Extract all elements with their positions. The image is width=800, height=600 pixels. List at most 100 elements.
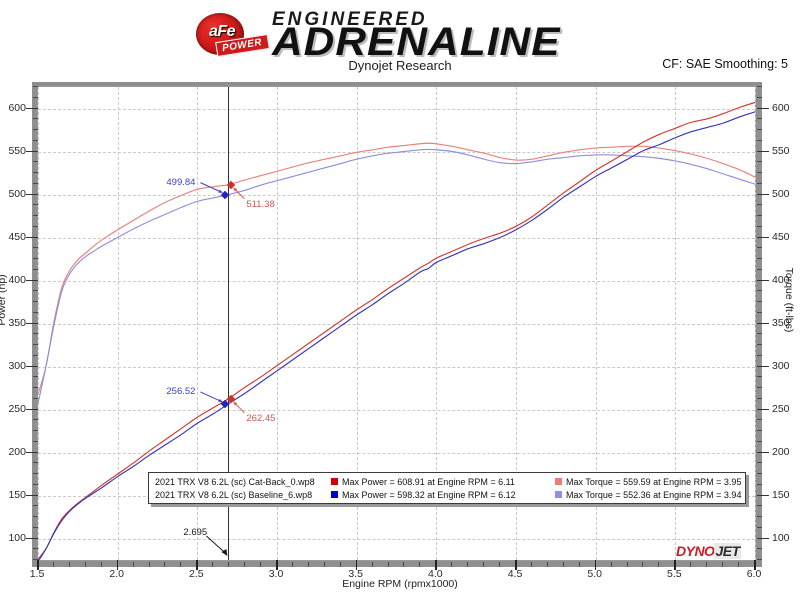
y-axis-tick-label-left: 350 [8, 316, 26, 329]
gridline-horizontal [38, 409, 755, 411]
y-minor-tick-left [33, 505, 38, 507]
y-major-tick-left [26, 193, 38, 195]
y-minor-tick-left [33, 215, 38, 216]
y-axis-tick-label-left: 600 [8, 101, 26, 114]
axis-bar-right [756, 82, 762, 566]
legend-torque-swatch [555, 491, 562, 498]
x-axis-tick-label: 4.5 [507, 568, 523, 580]
y-minor-tick-right [757, 268, 762, 270]
y-axis-tick-label-right: 600 [772, 101, 790, 114]
subtitle-dynojet-research: Dynojet Research [348, 58, 452, 73]
x-minor-tick [483, 562, 485, 567]
x-minor-tick [52, 562, 54, 567]
x-axis-tick-label: 3.0 [268, 568, 284, 580]
x-minor-tick [371, 562, 373, 567]
y-minor-tick-left [33, 204, 38, 206]
y-minor-tick-right [757, 559, 762, 560]
y-minor-tick-left [33, 516, 38, 517]
cursor-rpm-label: 2.695 [183, 527, 208, 538]
cursor-readout-label: 499.84 [166, 176, 196, 188]
axis-bar-left [32, 82, 38, 566]
y-major-tick-left [26, 107, 38, 109]
y-minor-tick-right [757, 129, 762, 130]
y-minor-tick-right [757, 473, 762, 474]
y-minor-tick-right [757, 354, 762, 356]
title-engineered: ENGINEERED [272, 9, 428, 30]
x-major-tick [515, 560, 517, 570]
cursor-line[interactable] [228, 87, 230, 560]
x-minor-tick [164, 562, 166, 567]
y-minor-tick-right [757, 86, 762, 87]
y-axis-tick-label-right: 150 [772, 488, 790, 501]
y-major-tick-right [757, 365, 769, 367]
x-major-tick [276, 560, 278, 570]
gridline-vertical [516, 87, 517, 560]
y-axis-tick-label-right: 300 [772, 359, 790, 372]
y-major-tick-left [26, 537, 38, 539]
y-minor-tick-right [757, 204, 762, 206]
y-minor-tick-right [757, 387, 762, 388]
x-major-tick [37, 560, 39, 570]
y-major-tick-left [26, 365, 38, 367]
y-axis-tick-label-left: 300 [8, 359, 26, 372]
x-minor-tick [403, 562, 405, 567]
x-major-tick [435, 560, 437, 570]
y-minor-tick-left [33, 182, 38, 184]
y-axis-tick-label-left: 250 [8, 402, 26, 415]
y-minor-tick-right [757, 182, 762, 184]
y-major-tick-right [757, 236, 769, 238]
afe-logo-text: aFe [208, 23, 236, 40]
y-minor-tick-left [33, 419, 38, 421]
y-major-tick-right [757, 279, 769, 281]
y-minor-tick-right [757, 247, 762, 249]
gridline-vertical [277, 87, 278, 560]
y-minor-tick-left [33, 225, 38, 227]
legend-row: 2021 TRX V8 6.2L (sc) Baseline_6.wp8 Max … [153, 488, 741, 501]
y-minor-tick-left [33, 268, 38, 270]
x-major-tick [355, 560, 358, 570]
correction-factor-label: CF: SAE Smoothing: 5 [662, 57, 788, 71]
y-minor-tick-left [33, 462, 38, 464]
gridline-horizontal [38, 237, 755, 239]
gridline-vertical [755, 87, 756, 560]
x-axis-tick-label: 3.5 [348, 568, 363, 580]
y-minor-tick-left [33, 86, 38, 87]
y-minor-tick-right [757, 419, 762, 421]
y-axis-tick-label-left: 100 [8, 531, 26, 544]
x-minor-tick [738, 562, 740, 567]
dyno-curves [38, 101, 755, 560]
y-minor-tick-right [757, 96, 762, 98]
y-minor-tick-left [33, 387, 38, 388]
x-minor-tick [291, 562, 293, 567]
dynojet-watermark-jet: JET [714, 543, 741, 559]
curve-line [38, 101, 755, 560]
x-major-tick [674, 560, 676, 570]
y-minor-tick-left [33, 301, 38, 302]
y-minor-tick-left [33, 139, 38, 141]
y-minor-tick-right [757, 258, 762, 259]
y-major-tick-right [757, 193, 769, 195]
y-major-tick-left [26, 150, 38, 152]
y-minor-tick-right [757, 376, 762, 378]
x-axis-tick-label: 5.5 [667, 568, 682, 580]
gridline-horizontal [38, 538, 755, 540]
x-minor-tick [530, 562, 532, 567]
y-minor-tick-right [757, 311, 762, 313]
x-minor-tick [100, 562, 102, 567]
afe-power-logo: aFe POWER [192, 12, 276, 58]
y-major-tick-left [26, 408, 38, 410]
legend-power-swatch [331, 491, 338, 498]
page-header: aFe POWER ENGINEERED ADRENALINE Dynojet … [0, 0, 800, 78]
y-minor-tick-right [757, 483, 762, 485]
y-minor-tick-left [33, 483, 38, 485]
gridline-horizontal [38, 280, 755, 282]
dynojet-watermark-dyno: DYNO [676, 543, 715, 559]
y-minor-tick-right [757, 397, 762, 399]
y-axis-tick-label-left: 150 [8, 488, 26, 501]
y-minor-tick-right [757, 139, 762, 141]
y-minor-tick-right [757, 215, 762, 216]
axis-bar-bottom [32, 561, 762, 567]
x-minor-tick [467, 562, 469, 567]
x-minor-tick [722, 562, 724, 567]
x-minor-tick [658, 562, 660, 567]
